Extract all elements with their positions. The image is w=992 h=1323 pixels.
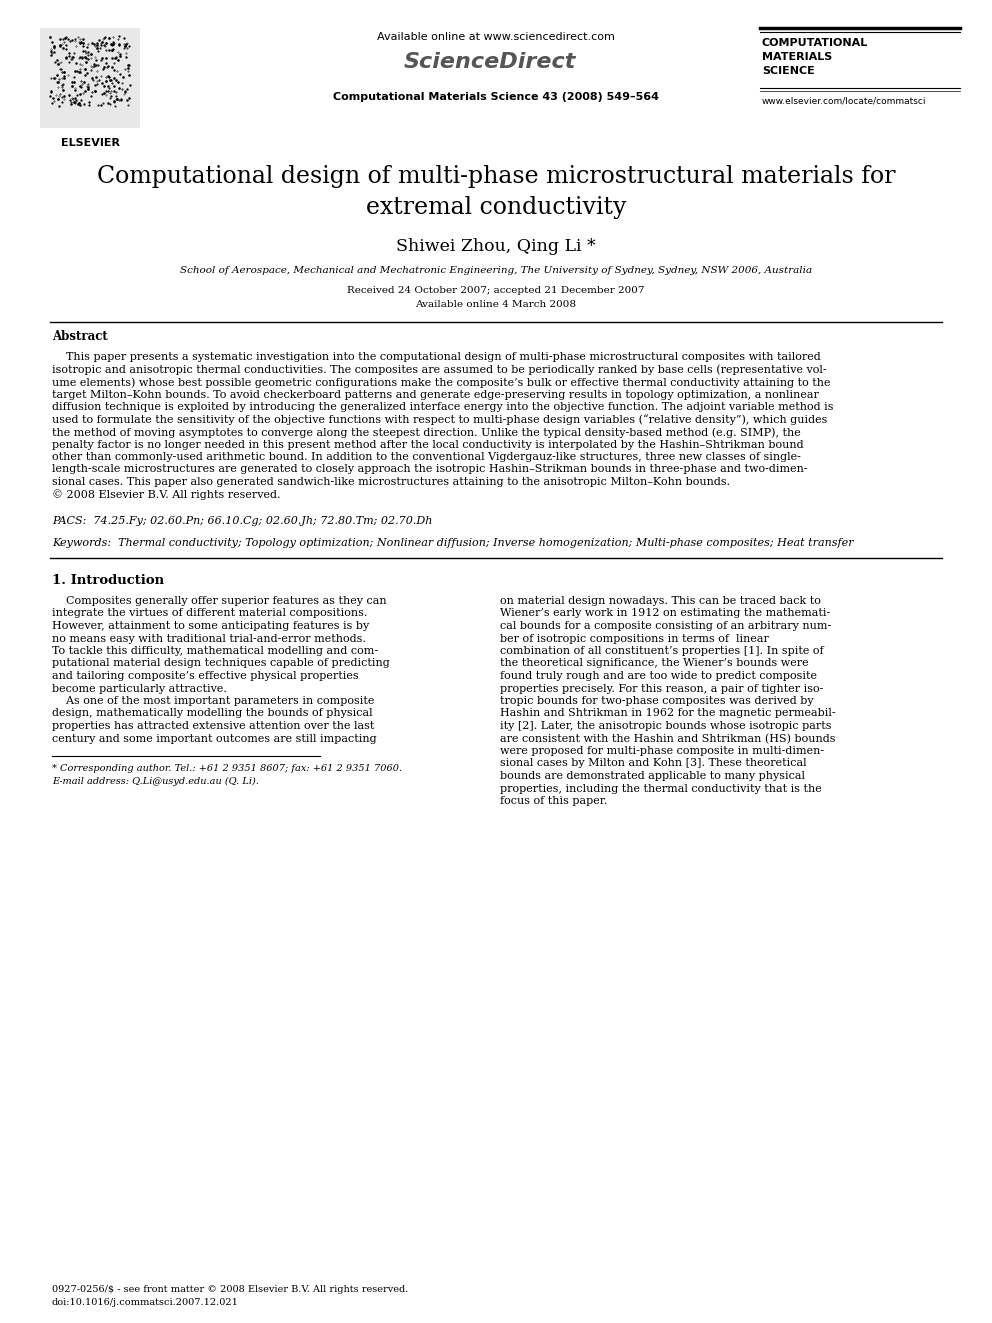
Text: cal bounds for a composite consisting of an arbitrary num-: cal bounds for a composite consisting of… — [500, 620, 831, 631]
Text: www.elsevier.com/locate/commatsci: www.elsevier.com/locate/commatsci — [762, 97, 927, 106]
Text: other than commonly-used arithmetic bound. In addition to the conventional Vigde: other than commonly-used arithmetic boun… — [52, 452, 801, 462]
Text: length-scale microstructures are generated to closely approach the isotropic Has: length-scale microstructures are generat… — [52, 464, 807, 475]
Text: Computational Materials Science 43 (2008) 549–564: Computational Materials Science 43 (2008… — [333, 93, 659, 102]
Text: Available online at www.sciencedirect.com: Available online at www.sciencedirect.co… — [377, 32, 615, 42]
Text: were proposed for multi-phase composite in multi-dimen-: were proposed for multi-phase composite … — [500, 746, 824, 755]
Text: ScienceDirect: ScienceDirect — [404, 52, 576, 71]
Text: COMPUTATIONAL
MATERIALS
SCIENCE: COMPUTATIONAL MATERIALS SCIENCE — [762, 38, 868, 75]
Text: no means easy with traditional trial-and-error methods.: no means easy with traditional trial-and… — [52, 634, 366, 643]
Text: Received 24 October 2007; accepted 21 December 2007: Received 24 October 2007; accepted 21 De… — [347, 286, 645, 295]
Text: ber of isotropic compositions in terms of  linear: ber of isotropic compositions in terms o… — [500, 634, 769, 643]
Text: * Corresponding author. Tel.: +61 2 9351 8607; fax: +61 2 9351 7060.: * Corresponding author. Tel.: +61 2 9351… — [52, 763, 402, 773]
Text: and tailoring composite’s effective physical properties: and tailoring composite’s effective phys… — [52, 671, 359, 681]
Text: Wiener’s early work in 1912 on estimating the mathemati-: Wiener’s early work in 1912 on estimatin… — [500, 609, 830, 618]
Text: To tackle this difficulty, mathematical modelling and com-: To tackle this difficulty, mathematical … — [52, 646, 378, 656]
Text: century and some important outcomes are still impacting: century and some important outcomes are … — [52, 733, 377, 744]
Text: are consistent with the Hashin and Shtrikman (HS) bounds: are consistent with the Hashin and Shtri… — [500, 733, 835, 744]
Text: integrate the virtues of different material compositions.: integrate the virtues of different mater… — [52, 609, 367, 618]
Text: ELSEVIER: ELSEVIER — [61, 138, 119, 148]
Text: found truly rough and are too wide to predict composite: found truly rough and are too wide to pr… — [500, 671, 817, 681]
Text: Composites generally offer superior features as they can: Composites generally offer superior feat… — [52, 595, 387, 606]
Text: This paper presents a systematic investigation into the computational design of : This paper presents a systematic investi… — [52, 352, 820, 363]
Text: 0927-0256/$ - see front matter © 2008 Elsevier B.V. All rights reserved.: 0927-0256/$ - see front matter © 2008 El… — [52, 1285, 409, 1294]
Text: used to formulate the sensitivity of the objective functions with respect to mul: used to formulate the sensitivity of the… — [52, 414, 827, 425]
Text: Available online 4 March 2008: Available online 4 March 2008 — [416, 300, 576, 310]
Text: putational material design techniques capable of predicting: putational material design techniques ca… — [52, 659, 390, 668]
Text: doi:10.1016/j.commatsci.2007.12.021: doi:10.1016/j.commatsci.2007.12.021 — [52, 1298, 239, 1307]
Text: the theoretical significance, the Wiener’s bounds were: the theoretical significance, the Wiener… — [500, 659, 808, 668]
Text: extremal conductivity: extremal conductivity — [366, 196, 626, 220]
Text: tropic bounds for two-phase composites was derived by: tropic bounds for two-phase composites w… — [500, 696, 813, 706]
Text: 1. Introduction: 1. Introduction — [52, 574, 164, 587]
Bar — [40, 28, 140, 128]
Text: properties, including the thermal conductivity that is the: properties, including the thermal conduc… — [500, 783, 821, 794]
Text: target Milton–Kohn bounds. To avoid checkerboard patterns and generate edge-pres: target Milton–Kohn bounds. To avoid chec… — [52, 389, 818, 400]
Text: become particularly attractive.: become particularly attractive. — [52, 684, 227, 693]
Text: sional cases. This paper also generated sandwich-like microstructures attaining : sional cases. This paper also generated … — [52, 478, 730, 487]
Text: bounds are demonstrated applicable to many physical: bounds are demonstrated applicable to ma… — [500, 771, 805, 781]
Text: combination of all constituent’s properties [1]. In spite of: combination of all constituent’s propert… — [500, 646, 823, 656]
Text: focus of this paper.: focus of this paper. — [500, 796, 607, 806]
Text: properties precisely. For this reason, a pair of tighter iso-: properties precisely. For this reason, a… — [500, 684, 823, 693]
Text: penalty factor is no longer needed in this present method after the local conduc: penalty factor is no longer needed in th… — [52, 439, 804, 450]
Text: sional cases by Milton and Kohn [3]. These theoretical: sional cases by Milton and Kohn [3]. The… — [500, 758, 806, 769]
Text: properties has attracted extensive attention over the last: properties has attracted extensive atten… — [52, 721, 374, 732]
Text: Shiwei Zhou, Qing Li *: Shiwei Zhou, Qing Li * — [396, 238, 596, 255]
Text: isotropic and anisotropic thermal conductivities. The composites are assumed to : isotropic and anisotropic thermal conduc… — [52, 365, 826, 374]
Text: on material design nowadays. This can be traced back to: on material design nowadays. This can be… — [500, 595, 820, 606]
Text: E-mail address: Q.Li@usyd.edu.au (Q. Li).: E-mail address: Q.Li@usyd.edu.au (Q. Li)… — [52, 777, 259, 786]
Text: Hashin and Shtrikman in 1962 for the magnetic permeabil-: Hashin and Shtrikman in 1962 for the mag… — [500, 709, 835, 718]
Text: diffusion technique is exploited by introducing the generalized interface energy: diffusion technique is exploited by intr… — [52, 402, 833, 411]
Text: School of Aerospace, Mechanical and Mechatronic Engineering, The University of S: School of Aerospace, Mechanical and Mech… — [180, 266, 812, 275]
Text: Abstract: Abstract — [52, 329, 108, 343]
Text: As one of the most important parameters in composite: As one of the most important parameters … — [52, 696, 374, 706]
Text: the method of moving asymptotes to converge along the steepest direction. Unlike: the method of moving asymptotes to conve… — [52, 427, 801, 438]
Text: PACS:  74.25.Fy; 02.60.Pn; 66.10.Cg; 02.60.Jh; 72.80.Tm; 02.70.Dh: PACS: 74.25.Fy; 02.60.Pn; 66.10.Cg; 02.6… — [52, 516, 433, 527]
Text: Computational design of multi-phase microstructural materials for: Computational design of multi-phase micr… — [97, 165, 895, 188]
Text: ity [2]. Later, the anisotropic bounds whose isotropic parts: ity [2]. Later, the anisotropic bounds w… — [500, 721, 831, 732]
Text: © 2008 Elsevier B.V. All rights reserved.: © 2008 Elsevier B.V. All rights reserved… — [52, 490, 281, 500]
Text: However, attainment to some anticipating features is by: However, attainment to some anticipating… — [52, 620, 369, 631]
Text: ume elements) whose best possible geometric configurations make the composite’s : ume elements) whose best possible geomet… — [52, 377, 830, 388]
Text: design, mathematically modelling the bounds of physical: design, mathematically modelling the bou… — [52, 709, 373, 718]
Text: Keywords:  Thermal conductivity; Topology optimization; Nonlinear diffusion; Inv: Keywords: Thermal conductivity; Topology… — [52, 538, 854, 548]
